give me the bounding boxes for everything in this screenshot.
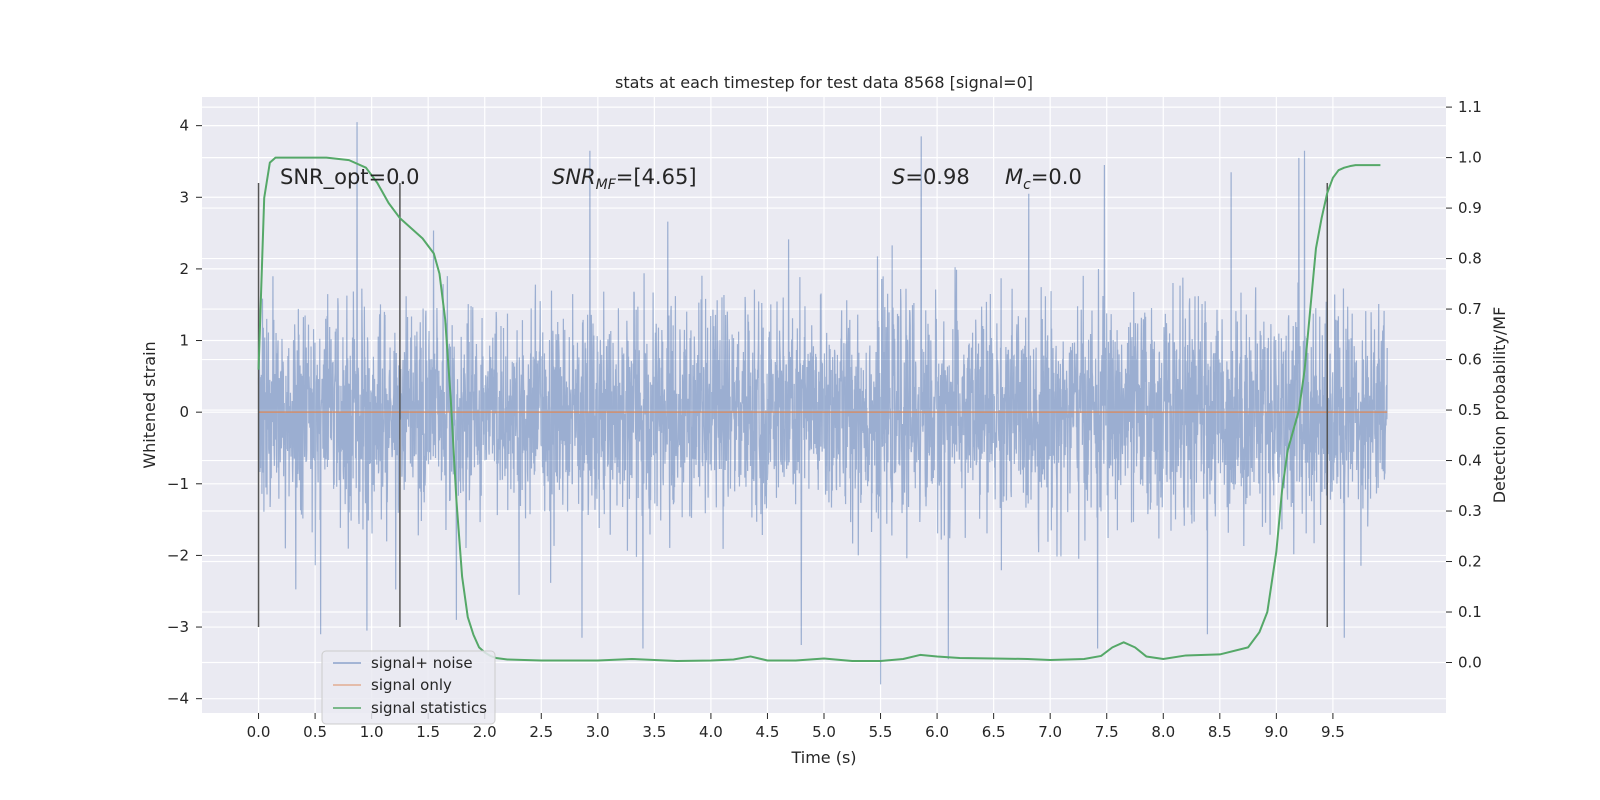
y2-axis-title: Detection probability/MF [1490,307,1509,504]
x-tick-label: 1.0 [360,723,384,741]
y2-tick-label: 0.3 [1458,502,1482,520]
y2-tick-label: 1.1 [1458,98,1482,116]
legend-label-signal-statistics: signal statistics [371,699,487,717]
x-tick-label: 6.5 [982,723,1006,741]
y-tick-label: 4 [179,117,189,135]
x-tick-label: 0.5 [303,723,327,741]
legend-label-signal-noise: signal+ noise [371,654,473,672]
x-tick-label: 5.0 [812,723,836,741]
x-tick-label: 4.0 [699,723,723,741]
annotation-mc-value: =0.0 [1031,165,1082,189]
y-tick-label: −3 [167,618,189,636]
y2-tick-labels: 1.1 1.0 0.9 0.8 0.7 0.6 0.5 0.4 0.3 0.2 0.1 0.0 [1446,98,1482,672]
x-tick-label: 7.5 [1095,723,1119,741]
x-tick-label: 6.0 [925,723,949,741]
y-axis-title: Whitened strain [140,341,159,468]
y-tick-label: −2 [167,546,189,564]
x-tick-label: 1.5 [416,723,440,741]
legend-label-signal-only: signal only [371,676,452,694]
x-tick-label: 4.5 [756,723,780,741]
x-axis-title: Time (s) [790,748,856,767]
series-signal-noise [257,122,1388,685]
chart-title: stats at each timestep for test data 856… [615,73,1033,92]
x-tick-label: 7.0 [1038,723,1062,741]
x-tick-labels: 0.0 0.5 1.0 1.5 2.0 2.5 3.0 3.5 4.0 4.5 5.0 5.5 6.0 6… [247,713,1345,741]
signal-noise-line [257,122,1388,685]
x-tick-label: 3.0 [586,723,610,741]
y2-tick-label: 0.1 [1458,603,1482,621]
annotation-snr-mf-value: =[4.65] [616,165,697,189]
x-tick-label: 8.0 [1151,723,1175,741]
annotation-s-value: =0.98 [905,165,969,189]
annotation-snr-mf-sub: MF [596,177,617,193]
y2-tick-label: 0.2 [1458,553,1482,571]
legend-box [321,650,496,725]
annotation-snr-opt: SNR_opt=0.0 [280,165,420,190]
x-tick-label: 2.0 [473,723,497,741]
x-tick-label: 2.5 [529,723,553,741]
annotation-mc-sub: c [1023,177,1031,193]
x-tick-label: 5.5 [869,723,893,741]
annotation-snr-mf-main: SNR [552,165,596,189]
y-tick-label: 3 [179,188,189,206]
legend: signal+ noise signal only signal statist… [321,650,496,725]
x-tick-label: 3.5 [642,723,666,741]
annotation-mc: Mc=0.0 [1005,165,1082,193]
y-tick-label: −1 [167,475,189,493]
y-tick-label: −4 [167,690,189,708]
y2-tick-label: 0.9 [1458,199,1482,217]
vertical-markers [257,182,1329,628]
signal-statistics-line [257,156,1381,662]
series-signal-statistics [257,156,1381,662]
y2-tick-label: 0.6 [1458,351,1482,369]
y2-tick-label: 0.7 [1458,300,1482,318]
y2-tick-label: 0.4 [1458,452,1482,470]
annotation-s-main: S [892,165,905,189]
y2-tick-label: 1.0 [1458,149,1482,167]
x-tick-label: 9.0 [1264,723,1288,741]
x-tick-label: 0.0 [247,723,271,741]
y-tick-label: 1 [179,332,189,350]
y2-tick-label: 0.5 [1458,401,1482,419]
x-tick-label: 8.5 [1208,723,1232,741]
annotation-s: S=0.98 [892,165,970,189]
y-tick-label: 2 [179,260,189,278]
y-tick-labels: 4 3 2 1 0 −1 −2 −3 −4 [167,117,202,708]
annotation-snr-mf: SNRMF=[4.65] [552,165,697,193]
y2-tick-label: 0.0 [1458,654,1482,672]
annotation-mc-main: M [1005,165,1023,189]
y-tick-label: 0 [179,403,189,421]
x-tick-label: 9.5 [1321,723,1345,741]
y2-tick-label: 0.8 [1458,250,1482,268]
